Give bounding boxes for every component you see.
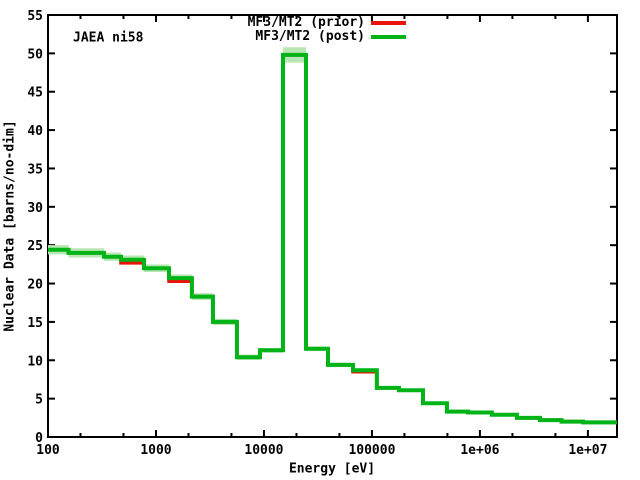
y-axis-label: Nuclear Data [barns/no-dim]: [2, 120, 18, 332]
y-tick-label: 30: [27, 201, 43, 216]
legend-entry-post: MF3/MT2 (post): [255, 29, 406, 44]
y-tick-label: 25: [27, 239, 43, 254]
y-tick-label: 20: [27, 278, 43, 293]
x-tick-label: 100000: [348, 443, 395, 458]
legend: MF3/MT2 (prior) MF3/MT2 (post): [247, 15, 406, 44]
x-tick-label: 100: [36, 443, 60, 458]
x-tick-label: 10000: [244, 443, 283, 458]
x-tick-label: 1000: [140, 443, 171, 458]
y-tick-label: 35: [27, 162, 43, 177]
x-tick-label: 1e+07: [568, 443, 607, 458]
y-tick-label: 45: [27, 86, 43, 101]
y-tick-label: 0: [35, 431, 43, 446]
y-tick-label: 5: [35, 393, 43, 408]
legend-label-prior: MF3/MT2 (prior): [247, 15, 365, 30]
x-tick-label: 1e+06: [460, 443, 499, 458]
plot-annotation: JAEA ni58: [73, 30, 144, 46]
legend-swatch-prior-line: [371, 20, 406, 25]
legend-swatch-post-line: [371, 34, 406, 39]
y-tick-label: 40: [27, 124, 43, 139]
y-tick-label: 50: [27, 47, 43, 62]
plot-border: [47, 14, 618, 438]
series-post-line: [48, 52, 617, 425]
legend-entry-prior: MF3/MT2 (prior): [247, 15, 406, 30]
y-tick-label: 55: [27, 9, 43, 24]
legend-label-post: MF3/MT2 (post): [255, 29, 365, 44]
series-prior-line: [48, 53, 617, 425]
y-tick-label: 10: [27, 354, 43, 369]
x-axis-label: Energy [eV]: [288, 461, 376, 477]
y-tick-label: 15: [27, 316, 43, 331]
